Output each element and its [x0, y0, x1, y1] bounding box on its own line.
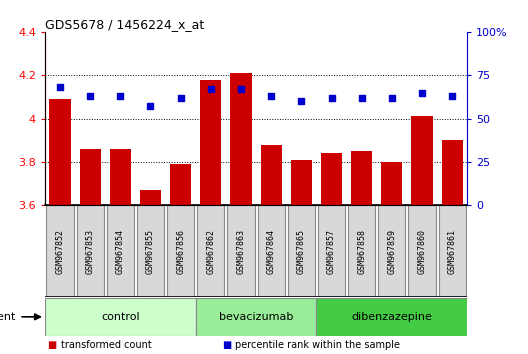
Text: GSM967862: GSM967862: [206, 229, 215, 274]
Text: GSM967859: GSM967859: [388, 229, 397, 274]
Text: GSM967853: GSM967853: [86, 229, 95, 274]
Point: [418, 90, 426, 96]
FancyBboxPatch shape: [167, 205, 194, 297]
Point: [56, 85, 64, 90]
Point: [448, 93, 456, 99]
Point: [206, 86, 215, 92]
Bar: [321, 153, 342, 205]
Text: GSM967864: GSM967864: [267, 229, 276, 274]
Text: GSM967852: GSM967852: [55, 229, 64, 274]
Bar: [230, 73, 251, 205]
FancyBboxPatch shape: [197, 205, 224, 297]
Bar: [261, 144, 282, 205]
FancyBboxPatch shape: [378, 205, 406, 297]
Text: control: control: [101, 312, 139, 322]
FancyBboxPatch shape: [439, 205, 466, 297]
Text: GSM967858: GSM967858: [357, 229, 366, 274]
Text: GDS5678 / 1456224_x_at: GDS5678 / 1456224_x_at: [45, 18, 204, 31]
Text: percentile rank within the sample: percentile rank within the sample: [235, 340, 400, 350]
Point: [116, 93, 125, 99]
Point: [388, 95, 396, 101]
Point: [297, 98, 306, 104]
Point: [237, 86, 245, 92]
Bar: [411, 116, 432, 205]
Text: GSM967865: GSM967865: [297, 229, 306, 274]
Text: ■: ■: [222, 340, 231, 350]
Bar: [200, 80, 221, 205]
Bar: [291, 160, 312, 205]
FancyBboxPatch shape: [107, 205, 134, 297]
Point: [327, 95, 336, 101]
Text: GSM967854: GSM967854: [116, 229, 125, 274]
Text: dibenzazepine: dibenzazepine: [352, 312, 432, 322]
Bar: [381, 162, 402, 205]
Bar: [170, 164, 191, 205]
Text: GSM967860: GSM967860: [418, 229, 427, 274]
FancyBboxPatch shape: [348, 205, 375, 297]
FancyBboxPatch shape: [318, 205, 345, 297]
Bar: [351, 151, 372, 205]
FancyBboxPatch shape: [288, 205, 315, 297]
FancyBboxPatch shape: [316, 298, 467, 336]
Text: GSM967861: GSM967861: [448, 229, 457, 274]
Point: [267, 93, 276, 99]
Bar: [50, 99, 71, 205]
Text: GSM967857: GSM967857: [327, 229, 336, 274]
FancyBboxPatch shape: [409, 205, 436, 297]
FancyBboxPatch shape: [196, 298, 316, 336]
FancyBboxPatch shape: [228, 205, 254, 297]
Text: transformed count: transformed count: [61, 340, 152, 350]
Bar: [110, 149, 131, 205]
Text: GSM967855: GSM967855: [146, 229, 155, 274]
Point: [86, 93, 95, 99]
Bar: [80, 149, 101, 205]
Text: GSM967856: GSM967856: [176, 229, 185, 274]
FancyBboxPatch shape: [137, 205, 164, 297]
FancyBboxPatch shape: [46, 205, 73, 297]
FancyBboxPatch shape: [258, 205, 285, 297]
Bar: [140, 190, 161, 205]
Point: [176, 95, 185, 101]
Text: bevacizumab: bevacizumab: [219, 312, 293, 322]
Text: ■: ■: [48, 340, 57, 350]
Text: agent: agent: [0, 312, 16, 322]
Point: [357, 95, 366, 101]
FancyBboxPatch shape: [45, 298, 196, 336]
FancyBboxPatch shape: [77, 205, 103, 297]
Text: GSM967863: GSM967863: [237, 229, 246, 274]
Bar: [441, 140, 463, 205]
Point: [146, 104, 155, 109]
